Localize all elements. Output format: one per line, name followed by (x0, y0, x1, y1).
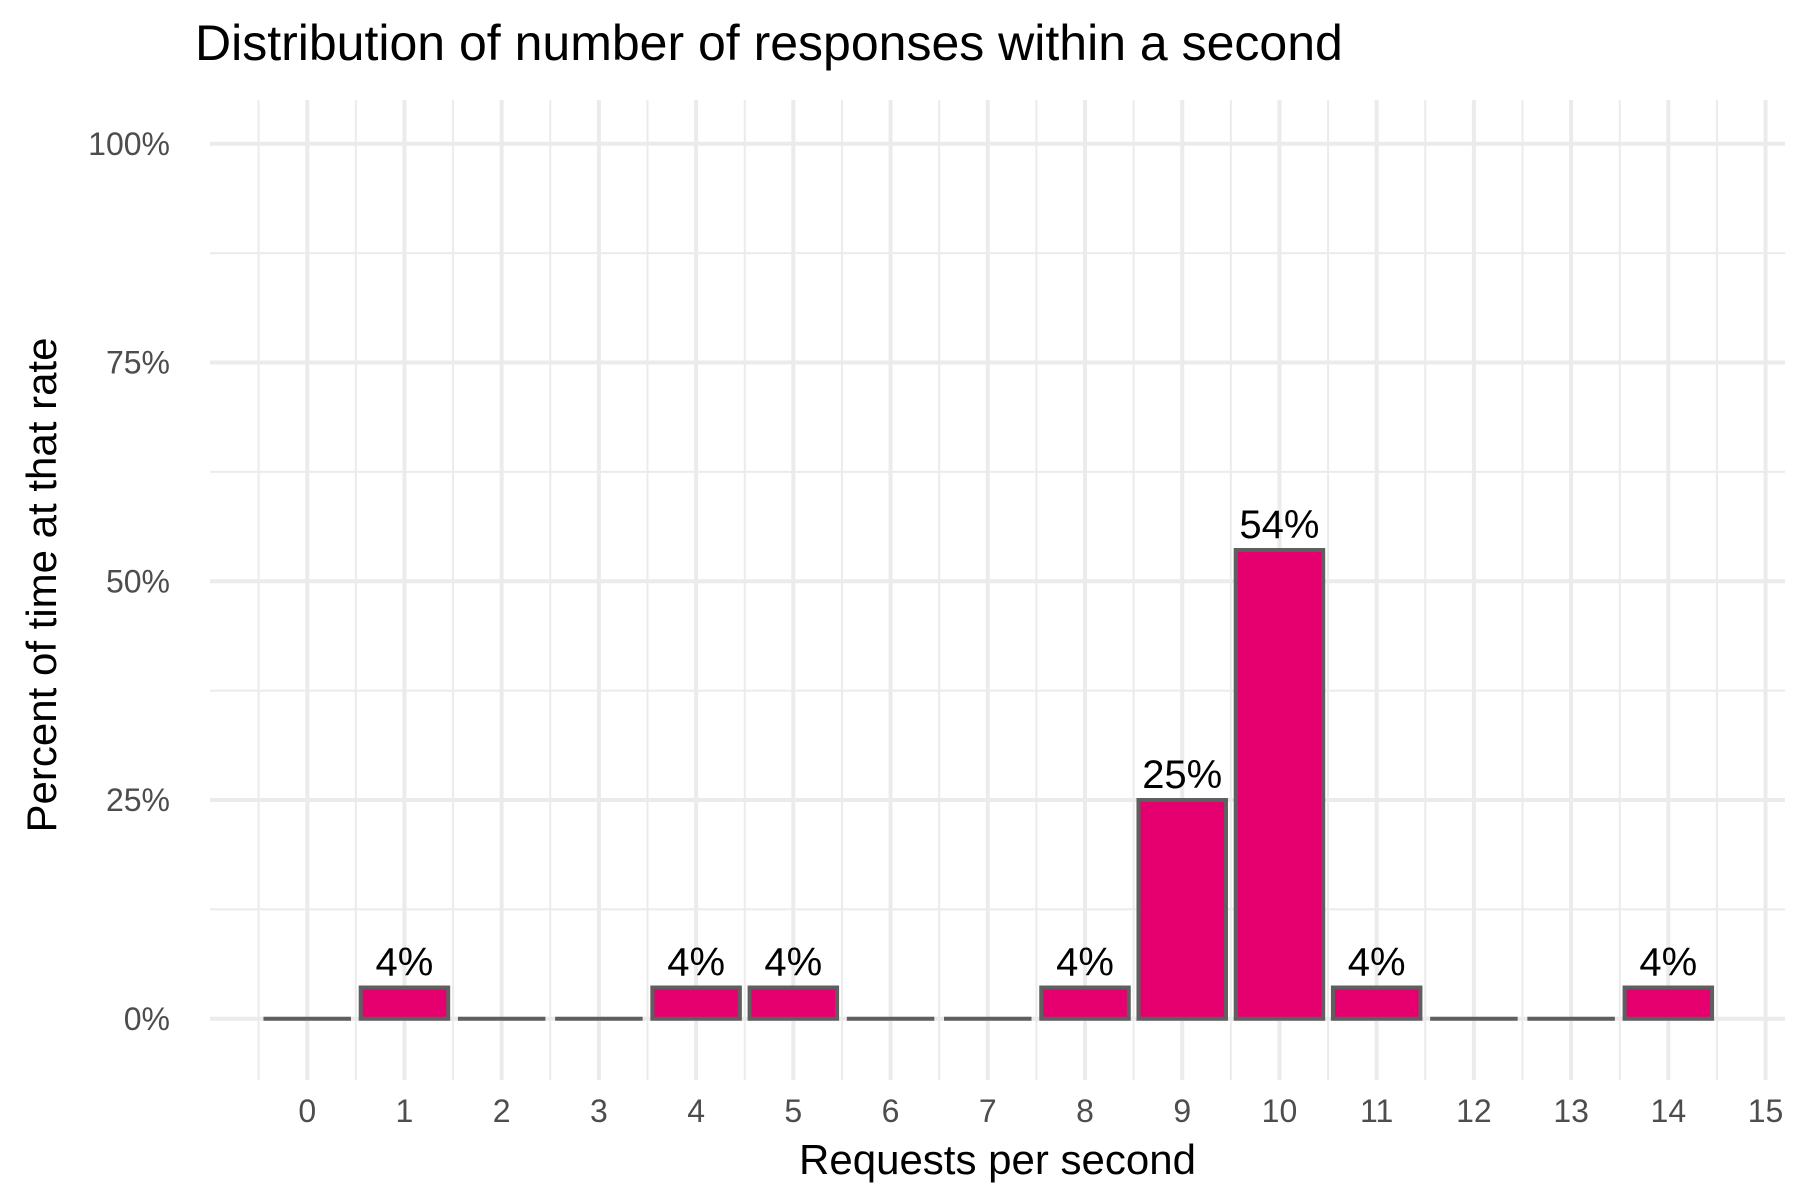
y-tick-label-0pct: 0% (124, 1001, 170, 1037)
x-tick-label-9: 9 (1173, 1093, 1191, 1129)
x-tick-label-1: 1 (396, 1093, 414, 1129)
x-tick-label-0: 0 (298, 1093, 316, 1129)
bar-14 (1622, 985, 1715, 1021)
x-axis-title: Requests per second (799, 1136, 1196, 1183)
x-tick-label-14: 14 (1651, 1093, 1687, 1129)
x-tick-label-6: 6 (882, 1093, 900, 1129)
data-label-8: 4% (1056, 941, 1114, 985)
bar-5 (747, 985, 840, 1021)
data-label-9: 25% (1142, 753, 1222, 797)
y-tick-label-25pct: 25% (106, 782, 170, 818)
x-tick-label-8: 8 (1076, 1093, 1094, 1129)
x-tick-label-13: 13 (1553, 1093, 1589, 1129)
y-axis-title: Percent of time at that rate (18, 338, 65, 833)
y-tick-label-75pct: 75% (106, 345, 170, 381)
tick-layer: 0%25%50%75%100%0 1 2 3 4 5 6 7 8 9 10 11 12 13 14 15 (88, 126, 1783, 1129)
bar-4 (650, 985, 742, 1021)
bar-layer (263, 548, 1715, 1021)
bar-8 (1039, 985, 1131, 1021)
chart-title: Distribution of number of responses with… (195, 15, 1343, 71)
x-tick-label-15: 15 (1748, 1093, 1784, 1129)
x-tick-label-11: 11 (1360, 1093, 1393, 1129)
data-label-5: 4% (764, 941, 822, 985)
data-label-10: 54% (1239, 503, 1319, 547)
x-tick-label-3: 3 (590, 1093, 608, 1129)
bar-9 (1136, 798, 1228, 1021)
x-tick-label-12: 12 (1456, 1093, 1492, 1129)
bar-10 (1233, 548, 1326, 1021)
bar-1 (358, 985, 451, 1021)
data-label-14: 4% (1639, 941, 1697, 985)
x-tick-label-2: 2 (493, 1093, 511, 1129)
bar-11 (1330, 985, 1423, 1021)
data-label-11: 4% (1348, 941, 1406, 985)
data-label-layer: 4% 4% 4% 4% 25% 54% 4% 4% (376, 503, 1698, 985)
x-tick-label-5: 5 (784, 1093, 802, 1129)
y-tick-label-50pct: 50% (106, 563, 170, 599)
data-label-4: 4% (667, 941, 725, 985)
grid-layer (210, 100, 1785, 1080)
y-tick-label-100pct: 100% (88, 126, 170, 162)
x-tick-label-7: 7 (979, 1093, 997, 1129)
data-label-1: 4% (376, 941, 434, 985)
x-tick-label-4: 4 (687, 1093, 705, 1129)
x-tick-label-10: 10 (1262, 1093, 1298, 1129)
